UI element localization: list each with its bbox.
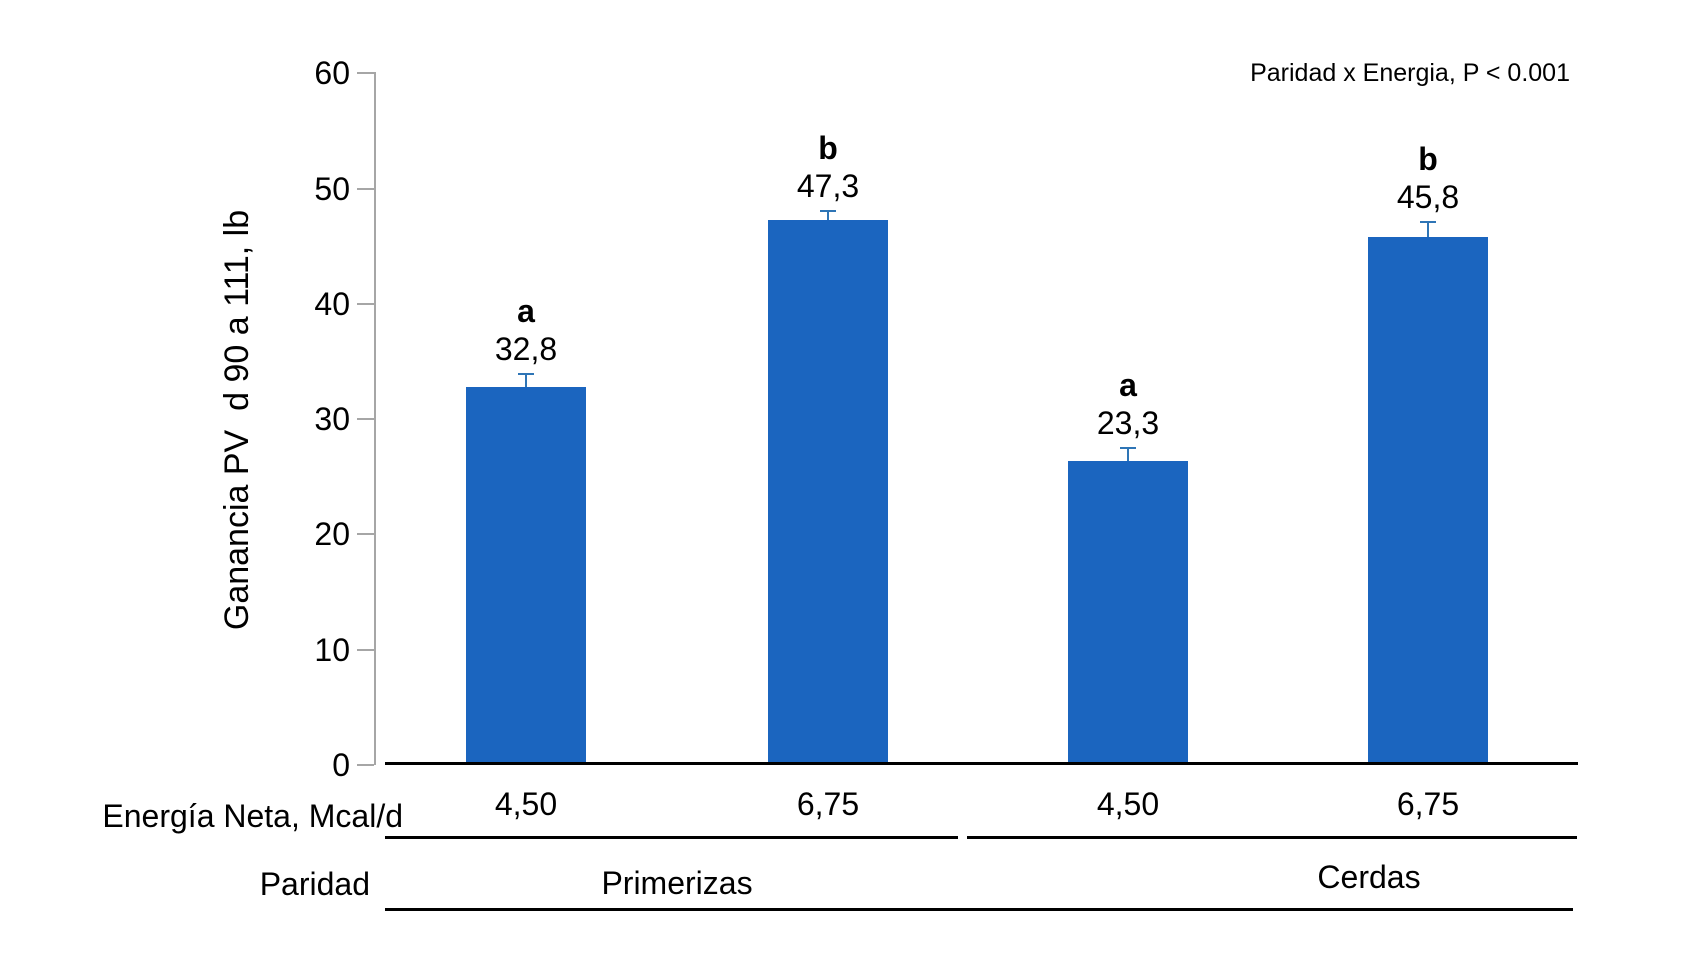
bar	[1068, 461, 1188, 762]
error-bar-cap	[820, 210, 836, 212]
bar-value-label: 47,3	[796, 168, 860, 204]
bar-sig-letter: b	[818, 130, 838, 166]
bar	[1368, 237, 1488, 762]
y-tick-label: 30	[314, 401, 350, 437]
y-tick-label: 50	[314, 171, 350, 207]
y-tick-label: 20	[314, 516, 350, 552]
x-value-label: 6,75	[796, 786, 860, 822]
error-bar-line	[1427, 221, 1429, 237]
x-value-label: 4,50	[1096, 786, 1160, 822]
error-bar-cap	[1420, 221, 1436, 223]
x-value-label: 6,75	[1396, 786, 1460, 822]
y-tick-label: 40	[314, 286, 350, 322]
y-tick-mark	[357, 649, 374, 651]
error-bar-cap	[518, 373, 534, 375]
group-label-primerizas: Primerizas	[601, 865, 753, 901]
separator-line-energia-cerdas	[967, 836, 1577, 839]
y-axis-title: Ganancia PV d 90 a 111, lb	[218, 209, 256, 631]
bar-value-label: 32,8	[494, 331, 558, 367]
separator-line-energia-primerizas	[385, 836, 958, 839]
group-label-cerdas: Cerdas	[1317, 859, 1421, 895]
bar-sig-letter: a	[1119, 367, 1137, 403]
bar-value-label: 23,3	[1096, 405, 1160, 441]
y-tick-mark	[357, 418, 374, 420]
x-row-header-energia: Energía Neta, Mcal/d	[102, 798, 403, 834]
bar	[466, 387, 586, 762]
y-axis-line	[374, 72, 376, 765]
y-tick-mark	[357, 764, 374, 766]
y-tick-label: 0	[332, 747, 350, 783]
error-bar-cap	[1120, 447, 1136, 449]
x-row-header-paridad: Paridad	[259, 866, 370, 902]
y-tick-label: 10	[314, 632, 350, 668]
bar-value-label: 45,8	[1396, 179, 1460, 215]
x-value-label: 4,50	[494, 786, 558, 822]
y-tick-label: 60	[314, 55, 350, 91]
y-tick-mark	[357, 533, 374, 535]
error-bar-line	[827, 210, 829, 220]
annotation-interaction-pvalue: Paridad x Energia, P < 0.001	[1250, 59, 1570, 87]
bar-sig-letter: a	[517, 293, 535, 329]
error-bar-line	[525, 373, 527, 387]
y-tick-mark	[357, 188, 374, 190]
bar	[768, 220, 888, 762]
y-tick-mark	[357, 72, 374, 74]
separator-line-paridad	[385, 908, 1573, 911]
error-bar-line	[1127, 447, 1129, 461]
y-tick-mark	[357, 303, 374, 305]
x-axis-line	[385, 762, 1578, 765]
bar-sig-letter: b	[1418, 141, 1438, 177]
